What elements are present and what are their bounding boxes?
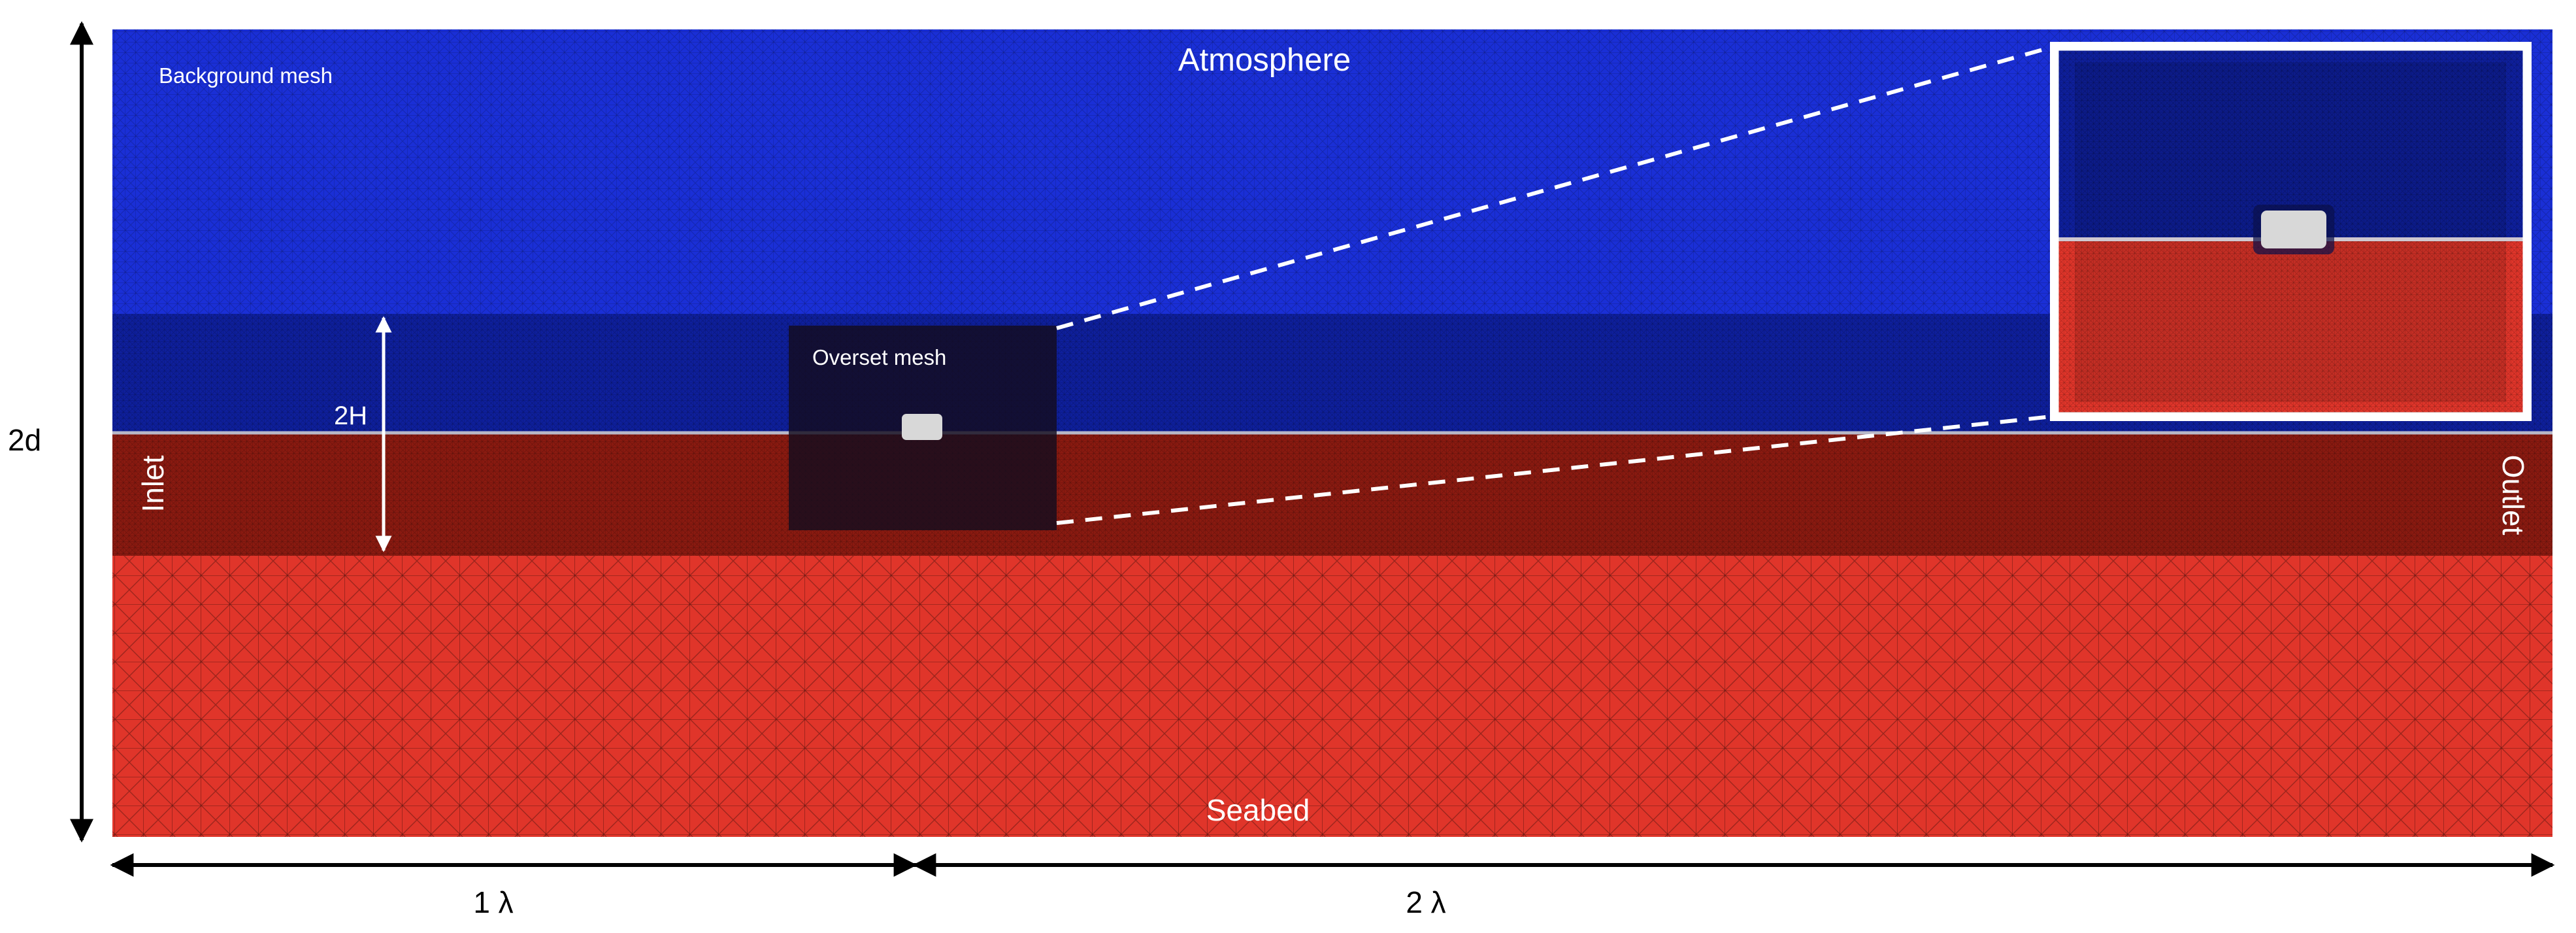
outlet-span-label: 2 λ [1406,885,1445,919]
zoom-inset-border [2050,42,2532,421]
inset-floating-body [2261,211,2326,248]
overset-mesh-label: Overset mesh [812,345,946,369]
zoom-connector-bottom [1056,415,2053,525]
wave-height-label: 2H [334,401,367,430]
background-mesh-label: Background mesh [159,63,333,88]
inset-water-mesh [2058,239,2523,413]
inlet-label: Inlet [136,455,170,512]
seabed-label: Seabed [1206,793,1310,827]
floating-body [902,414,942,440]
depth-label: 2d [8,423,41,457]
outlet-label: Outlet [2496,455,2530,535]
atmosphere-label: Atmosphere [1178,42,1351,78]
inlet-span-label: 1 λ [473,885,513,919]
water-mesh [112,556,2552,837]
water-refinement-mesh [112,432,2552,556]
